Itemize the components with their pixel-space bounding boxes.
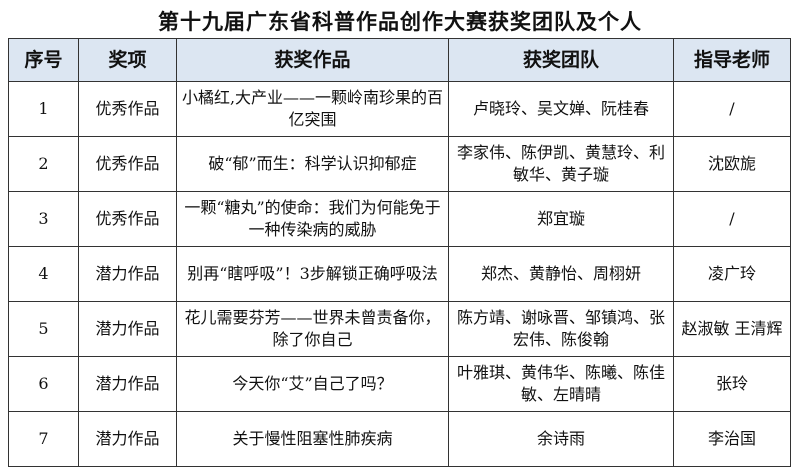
header-team: 获奖团队 [448, 38, 674, 82]
cell-advisor: / [673, 191, 791, 247]
cell-advisor: 李治国 [673, 411, 791, 467]
header-award: 奖项 [78, 38, 177, 82]
cell-award: 优秀作品 [78, 191, 177, 247]
awards-table: 序号 奖项 获奖作品 获奖团队 指导老师 1 优秀作品 小橘红,大产业——一颗岭南珍果的百亿… [8, 38, 791, 467]
cell-serial-number: 7 [8, 411, 79, 467]
header-advisor: 指导老师 [673, 38, 791, 82]
cell-award: 潜力作品 [78, 356, 177, 412]
cell-work-title: 小橘红,大产业——一颗岭南珍果的百亿突围 [176, 81, 449, 137]
cell-serial-number: 2 [8, 136, 79, 192]
cell-team: 郑宜璇 [448, 191, 674, 247]
table-row: 1 优秀作品 小橘红,大产业——一颗岭南珍果的百亿突围 卢晓玲、吴文婵、阮桂春 / [8, 81, 791, 137]
cell-serial-number: 5 [8, 301, 79, 357]
page-title: 第十九届广东省科普作品创作大赛获奖团队及个人 [158, 9, 642, 34]
table-row: 6 潜力作品 今天你“艾”自己了吗？ 叶雅琪、黄伟华、陈曦、陈佳敏、左晴晴 张玲 [8, 356, 791, 412]
cell-award: 潜力作品 [78, 411, 177, 467]
cell-award: 潜力作品 [78, 301, 177, 357]
cell-award: 优秀作品 [78, 136, 177, 192]
cell-serial-number: 6 [8, 356, 79, 412]
cell-advisor: / [673, 81, 791, 137]
cell-advisor: 张玲 [673, 356, 791, 412]
cell-work-title: 破“郁”而生：科学认识抑郁症 [176, 136, 449, 192]
table-row: 2 优秀作品 破“郁”而生：科学认识抑郁症 李家伟、陈伊凯、黄慧玲、利敏华、黄子璇 沈欧… [8, 136, 791, 192]
cell-work-title: 别再“瞎呼吸”！3步解锁正确呼吸法 [176, 246, 449, 302]
cell-award: 优秀作品 [78, 81, 177, 137]
table-row: 4 潜力作品 别再“瞎呼吸”！3步解锁正确呼吸法 郑杰、黄静怡、周栩妍 凌广玲 [8, 246, 791, 302]
cell-work-title: 花儿需要芬芳——世界未曾责备你，除了你自己 [176, 301, 449, 357]
cell-team: 郑杰、黄静怡、周栩妍 [448, 246, 674, 302]
cell-award: 潜力作品 [78, 246, 177, 302]
cell-work-title: 一颗“糖丸”的使命：我们为何能免于一种传染病的威胁 [176, 191, 449, 247]
cell-team: 陈方靖、谢咏晋、邹镇鸿、张宏伟、陈俊翰 [448, 301, 674, 357]
table-row: 3 优秀作品 一颗“糖丸”的使命：我们为何能免于一种传染病的威胁 郑宜璇 / [8, 191, 791, 247]
header-work-title: 获奖作品 [176, 38, 449, 82]
table-row: 7 潜力作品 关于慢性阻塞性肺疾病 余诗雨 李治国 [8, 411, 791, 467]
header-serial-number: 序号 [8, 38, 79, 82]
table-row: 5 潜力作品 花儿需要芬芳——世界未曾责备你，除了你自己 陈方靖、谢咏晋、邹镇鸿、张宏… [8, 301, 791, 357]
cell-team: 叶雅琪、黄伟华、陈曦、陈佳敏、左晴晴 [448, 356, 674, 412]
cell-serial-number: 3 [8, 191, 79, 247]
header-row: 序号 奖项 获奖作品 获奖团队 指导老师 [8, 38, 791, 82]
cell-team: 李家伟、陈伊凯、黄慧玲、利敏华、黄子璇 [448, 136, 674, 192]
cell-advisor: 凌广玲 [673, 246, 791, 302]
cell-advisor: 沈欧旎 [673, 136, 791, 192]
cell-team: 余诗雨 [448, 411, 674, 467]
cell-work-title: 关于慢性阻塞性肺疾病 [176, 411, 449, 467]
cell-serial-number: 4 [8, 246, 79, 302]
cell-team: 卢晓玲、吴文婵、阮桂春 [448, 81, 674, 137]
cell-work-title: 今天你“艾”自己了吗？ [176, 356, 449, 412]
cell-advisor: 赵淑敏 王清辉 [673, 301, 791, 357]
cell-serial-number: 1 [8, 81, 79, 137]
